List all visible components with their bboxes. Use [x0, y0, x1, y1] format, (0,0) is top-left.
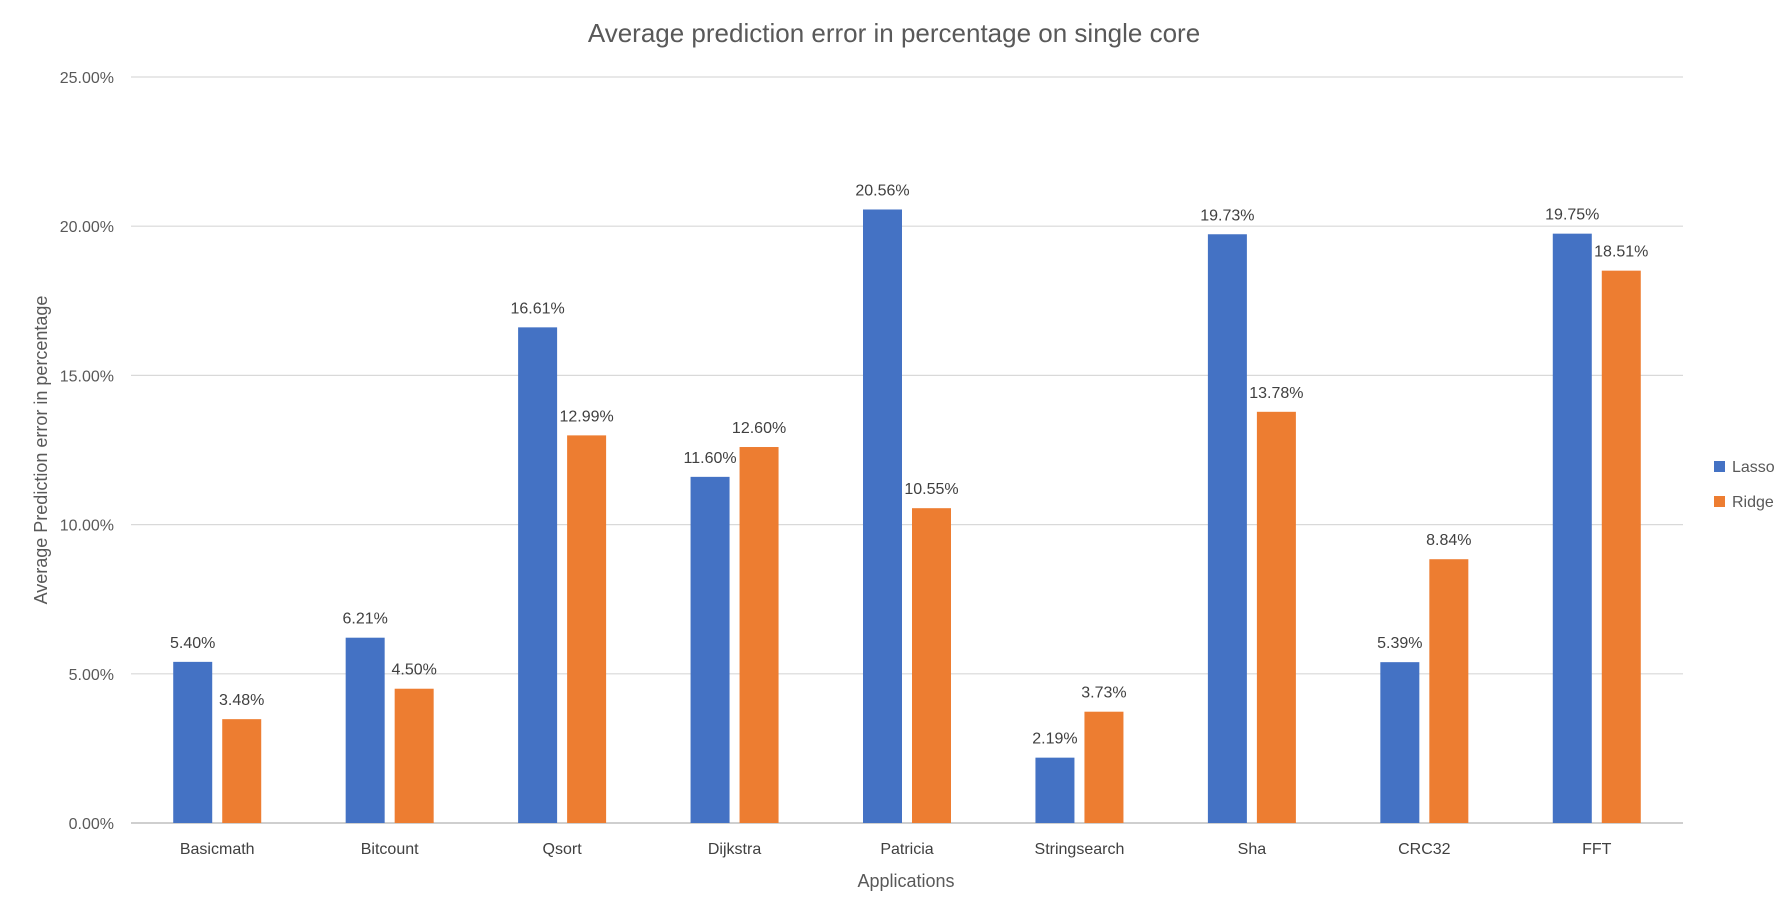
bar-lasso [1380, 662, 1420, 823]
data-label: 13.78% [1249, 385, 1303, 402]
data-label: 3.48% [219, 692, 264, 709]
data-label: 18.51% [1594, 244, 1648, 261]
y-tick-label: 20.00% [60, 219, 114, 236]
data-label: 3.73% [1081, 685, 1126, 702]
chart-title: Average prediction error in percentage o… [588, 18, 1200, 48]
bar-lasso [690, 476, 730, 823]
data-label: 19.73% [1200, 207, 1254, 224]
data-label: 19.75% [1545, 207, 1599, 224]
x-tick-label: Basicmath [180, 841, 255, 858]
bar-lasso [1207, 234, 1247, 823]
data-label: 20.56% [855, 182, 909, 199]
legend-label: Ridge [1732, 494, 1774, 511]
data-label: 6.21% [342, 611, 387, 628]
bar-ridge [912, 508, 951, 823]
bar-ridge [739, 447, 779, 823]
x-axis-categories: Basicmath Bitcount Qsort Dijkstra Patricia St… [180, 841, 1612, 858]
data-label: 5.39% [1377, 635, 1422, 652]
y-tick-label: 0.00% [69, 816, 114, 833]
x-tick-label: CRC32 [1398, 841, 1451, 858]
legend-label: Lasso [1732, 459, 1775, 476]
y-axis-label: Average Prediction error in percentage [31, 296, 51, 605]
x-tick-label: Dijkstra [708, 841, 761, 858]
gridlines [131, 76, 1683, 824]
data-label: 16.61% [510, 300, 564, 317]
legend-swatch-lasso [1714, 461, 1725, 472]
data-labels: 5.40% 3.48% 6.21% 4.50% 16.61% 12.99% 11.60% 12… [170, 182, 1648, 747]
bars [173, 209, 1641, 823]
data-label: 5.40% [170, 635, 215, 652]
y-tick-label: 25.00% [60, 70, 114, 87]
bar-ridge [1429, 559, 1469, 823]
data-label: 2.19% [1032, 731, 1077, 748]
bar-lasso [345, 637, 385, 823]
bar-lasso [518, 327, 558, 823]
bar-ridge [394, 688, 434, 823]
y-axis-ticks: 0.00% 5.00% 10.00% 15.00% 20.00% 25.00% [60, 70, 114, 833]
data-label: 12.99% [559, 408, 613, 425]
x-tick-label: Qsort [543, 841, 583, 858]
bar-ridge [222, 719, 262, 823]
data-label: 11.60% [684, 450, 737, 467]
y-tick-label: 15.00% [60, 368, 114, 385]
data-label: 4.50% [391, 662, 436, 679]
x-tick-label: Patricia [880, 841, 933, 858]
bar-lasso [863, 209, 902, 823]
bar-lasso [1035, 757, 1075, 823]
x-tick-label: Bitcount [361, 841, 419, 858]
bar-ridge [1084, 711, 1124, 823]
legend: Lasso Ridge [1714, 459, 1775, 511]
bar-ridge [1256, 411, 1296, 823]
bar-ridge [567, 435, 607, 823]
data-label: 10.55% [904, 481, 958, 498]
x-axis-label: Applications [857, 871, 954, 891]
bar-ridge [1601, 270, 1641, 823]
data-label: 12.60% [732, 420, 786, 437]
y-tick-label: 10.00% [60, 518, 114, 535]
legend-swatch-ridge [1714, 496, 1725, 507]
x-tick-label: Stringsearch [1035, 841, 1125, 858]
bar-lasso [1552, 233, 1592, 823]
x-tick-label: FFT [1582, 841, 1612, 858]
bar-lasso [173, 661, 213, 823]
y-tick-label: 5.00% [69, 667, 114, 684]
x-tick-label: Sha [1238, 841, 1267, 858]
data-label: 8.84% [1426, 532, 1471, 549]
